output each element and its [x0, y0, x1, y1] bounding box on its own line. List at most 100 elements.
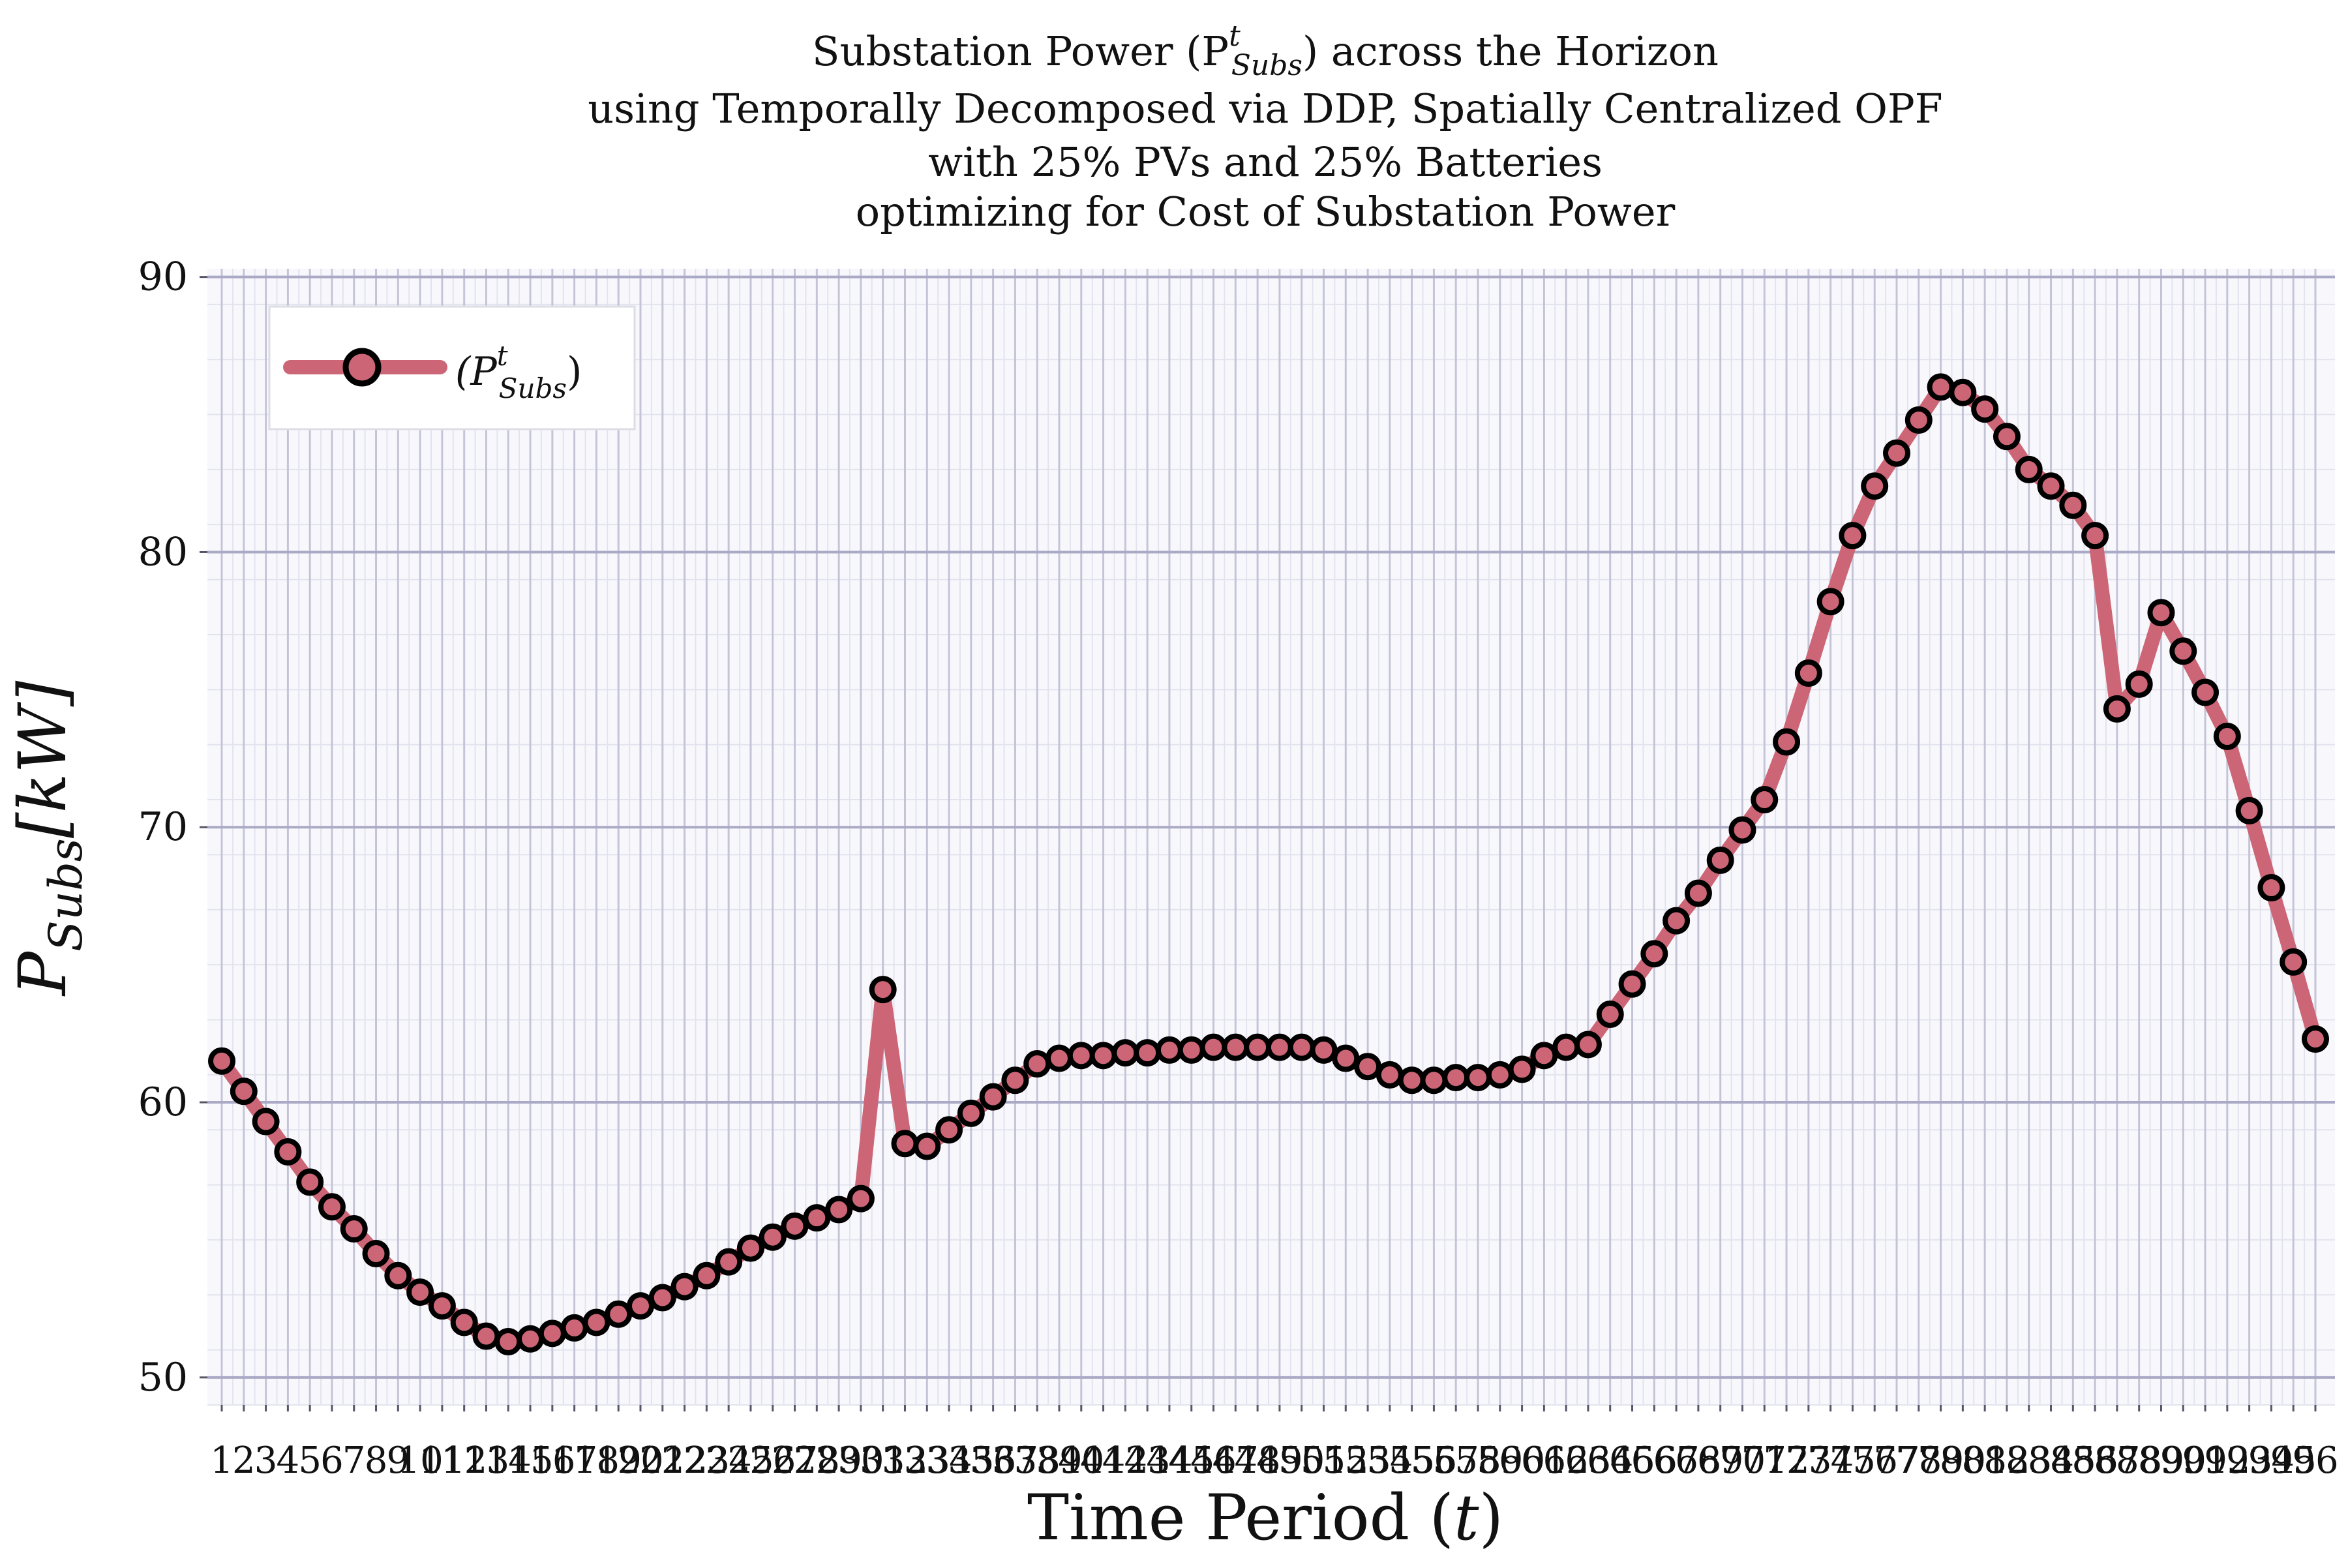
- x-tick-label: 1: [210, 1440, 233, 1482]
- x-tick-label: 78: [1895, 1440, 1942, 1482]
- data-point: [1067, 1042, 1095, 1070]
- x-tick-label: 28: [794, 1440, 840, 1482]
- data-point: [494, 1327, 522, 1355]
- x-tick-label: 46: [1190, 1440, 1237, 1482]
- x-tick-label: 75: [1829, 1440, 1876, 1482]
- data-point: [340, 1215, 368, 1243]
- x-tick-label: 32: [882, 1440, 928, 1482]
- data-point: [1904, 406, 1933, 434]
- x-tick-label: 83: [2006, 1440, 2052, 1482]
- y-tick-label: 80: [138, 529, 188, 575]
- series-layer: [208, 373, 2329, 1355]
- data-point: [803, 1204, 831, 1232]
- x-tick-label: 81: [1962, 1440, 2008, 1482]
- data-point: [296, 1168, 324, 1196]
- minor-gridlines: [207, 269, 2335, 1406]
- x-tick-label: 48: [1234, 1440, 1280, 1482]
- legend-sup: t: [497, 340, 508, 372]
- y-axis-label: PSubs[kW]: [5, 680, 93, 997]
- title-line-1-prefix: Substation Power (P: [812, 27, 1229, 75]
- y-axis-label-unit: [kW]: [5, 680, 81, 838]
- data-point: [1706, 846, 1734, 874]
- x-tick-label: 36: [970, 1440, 1016, 1482]
- data-point: [1265, 1033, 1293, 1061]
- x-tick-label: 85: [2050, 1440, 2096, 1482]
- data-point: [891, 1130, 919, 1158]
- x-tick-label: 56: [1411, 1440, 1457, 1482]
- data-point: [825, 1196, 853, 1224]
- legend-label: (Pt Subs): [455, 340, 582, 404]
- title-line-4: optimizing for Cost of Substation Power: [856, 188, 1676, 235]
- data-point: [274, 1138, 302, 1166]
- legend-open: (P: [455, 349, 498, 395]
- x-tick-label: 25: [727, 1440, 774, 1482]
- data-point: [869, 976, 897, 1004]
- x-tick-label: 45: [1168, 1440, 1214, 1482]
- data-point: [1552, 1033, 1580, 1061]
- data-point: [1354, 1053, 1382, 1081]
- x-tick-label: 72: [1763, 1440, 1809, 1482]
- data-point: [230, 1078, 258, 1106]
- x-tick-label: 5: [298, 1440, 322, 1482]
- data-point: [1420, 1066, 1448, 1094]
- x-tick-label: 10: [397, 1440, 443, 1482]
- y-axis-label-sub: Subs: [39, 838, 93, 952]
- x-tick-label: 62: [1543, 1440, 1589, 1482]
- data-point: [2169, 637, 2197, 665]
- data-point: [935, 1116, 963, 1144]
- x-tick-label: 11: [419, 1440, 465, 1482]
- data-point: [2081, 522, 2109, 550]
- data-point: [1596, 1001, 1624, 1029]
- chart-title: Substation Power (Pt Subs) across the Hor…: [588, 20, 1942, 235]
- plot-background: [207, 269, 2335, 1405]
- data-point: [1993, 423, 2021, 451]
- x-tick-label: 73: [1785, 1440, 1831, 1482]
- x-tick-label: 68: [1675, 1440, 1721, 1482]
- data-point: [362, 1240, 390, 1268]
- x-tick-label: 89: [2138, 1440, 2184, 1482]
- x-tick-label: 26: [749, 1440, 796, 1482]
- data-point: [1222, 1033, 1250, 1061]
- x-tick-label: 6: [320, 1440, 344, 1482]
- x-tick-label: 71: [1741, 1440, 1788, 1482]
- data-point: [2015, 455, 2043, 483]
- x-tick-label: 33: [904, 1440, 950, 1482]
- legend-sub: Subs: [499, 372, 567, 404]
- data-point: [1728, 816, 1756, 844]
- data-point: [1839, 522, 1867, 550]
- x-tick-label: 15: [507, 1440, 553, 1482]
- y-tick-label: 70: [138, 804, 188, 850]
- x-tick-label: 47: [1212, 1440, 1259, 1482]
- x-tick-label: 31: [860, 1440, 906, 1482]
- data-point: [759, 1223, 787, 1251]
- x-axis-label-close: ): [1479, 1481, 1503, 1554]
- x-tick-label: 2: [232, 1440, 256, 1482]
- title-line-1-suffix: ) across the Horizon: [1302, 27, 1719, 75]
- x-tick-label: 74: [1807, 1440, 1854, 1482]
- data-point: [2059, 491, 2087, 519]
- x-axis-label: Time Period (t): [1027, 1481, 1503, 1554]
- x-tick-label: 76: [1852, 1440, 1898, 1482]
- x-tick-label: 20: [617, 1440, 663, 1482]
- x-tick-label: 19: [595, 1440, 642, 1482]
- x-tick-label: 93: [2226, 1440, 2272, 1482]
- x-tick-label: 54: [1366, 1440, 1413, 1482]
- title-line-3: with 25% PVs and 25% Batteries: [928, 138, 1603, 186]
- data-point: [1861, 472, 1889, 500]
- data-point: [1773, 728, 1801, 756]
- x-tick-label: 16: [529, 1440, 575, 1482]
- data-point: [208, 1047, 235, 1075]
- data-point: [384, 1261, 412, 1289]
- x-tick-label: 61: [1521, 1440, 1567, 1482]
- legend-marker: [342, 348, 382, 387]
- x-tick-label: 94: [2248, 1440, 2295, 1482]
- x-tick-label: 9: [386, 1440, 410, 1482]
- x-tick-label: 35: [948, 1440, 994, 1482]
- y-axis-label-base: P: [5, 950, 81, 997]
- x-tick-label: 37: [992, 1440, 1038, 1482]
- x-tick-label: 63: [1565, 1440, 1611, 1482]
- data-point: [913, 1132, 941, 1160]
- data-point: [1134, 1039, 1162, 1067]
- data-point: [450, 1308, 478, 1336]
